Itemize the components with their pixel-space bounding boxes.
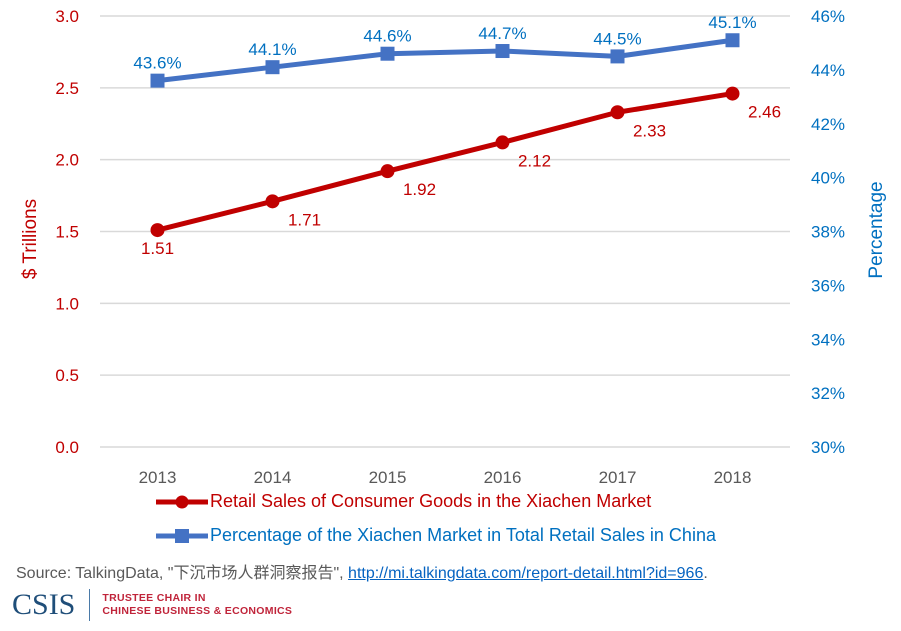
right-tick-label: 36%	[811, 276, 845, 295]
source-prefix: Source: TalkingData, "下沉市场人群洞察报告",	[16, 565, 349, 582]
percentage-marker	[265, 60, 280, 75]
percentage-data-label: 44.1%	[248, 40, 296, 59]
percentage-data-label: 44.5%	[593, 29, 641, 48]
percentage-data-label: 45.1%	[708, 13, 756, 32]
retail-sales-data-label: 2.33	[633, 121, 666, 140]
retail-sales-marker	[265, 194, 280, 209]
retail-sales-series-line	[156, 91, 733, 233]
percentage-marker	[495, 44, 510, 59]
series-layer: 43.6% 44.1% 44.6% 44.7% 44.5% 45.1% 1.51 1.71 1.…	[133, 13, 781, 258]
left-tick-label: 2.5	[55, 79, 79, 98]
retail-sales-marker	[150, 223, 165, 238]
left-tick-label: 2.0	[55, 151, 79, 170]
percentage-data-label: 44.7%	[478, 24, 526, 43]
legend-label: Percentage of the Xiachen Market in Tota…	[210, 525, 716, 545]
chart: 0.0 0.5 1.0 1.5 2.0 2.5 3.0 30% 32% 34% 36% 38% 40%…	[20, 7, 887, 487]
retail-sales-marker	[380, 164, 395, 179]
x-tick-label: 2018	[714, 468, 752, 487]
percentage-series-line	[157, 37, 733, 84]
legend-label: Retail Sales of Consumer Goods in the Xi…	[210, 491, 652, 511]
right-tick-label: 30%	[811, 438, 845, 457]
source-note: Source: TalkingData, "下沉市场人群洞察报告", http:…	[16, 559, 708, 583]
legend-item-percentage[interactable]: Percentage of the Xiachen Market in Tota…	[156, 525, 716, 546]
left-tick-label: 3.0	[55, 7, 79, 26]
right-tick-label: 40%	[811, 169, 845, 188]
x-tick-label: 2015	[369, 468, 407, 487]
percentage-data-label: 43.6%	[133, 54, 181, 73]
right-tick-label: 34%	[811, 330, 845, 349]
left-axis-ticks: 0.0 0.5 1.0 1.5 2.0 2.5 3.0	[55, 7, 79, 457]
right-axis-title: Percentage	[866, 181, 887, 278]
retail-sales-data-label: 1.92	[403, 180, 436, 199]
retail-sales-data-label: 1.71	[288, 210, 321, 229]
logo-divider	[89, 589, 91, 621]
x-tick-label: 2017	[599, 468, 637, 487]
legend-item-retail-sales[interactable]: Retail Sales of Consumer Goods in the Xi…	[156, 491, 651, 512]
x-tick-label: 2016	[484, 468, 522, 487]
left-tick-label: 1.0	[55, 294, 79, 313]
legend-circle-marker-icon	[156, 495, 208, 508]
logo-mark: CSIS	[12, 588, 76, 621]
percentage-data-label: 44.6%	[363, 27, 411, 46]
retail-sales-marker	[495, 135, 510, 150]
left-tick-label: 0.5	[55, 366, 79, 385]
right-tick-label: 46%	[811, 7, 845, 26]
right-tick-label: 32%	[811, 384, 845, 403]
percentage-marker	[150, 73, 165, 88]
percentage-marker	[725, 33, 740, 48]
x-tick-label: 2014	[254, 468, 292, 487]
retail-sales-marker	[610, 105, 625, 120]
x-tick-label: 2013	[139, 468, 177, 487]
right-tick-label: 38%	[811, 223, 845, 242]
percentage-marker	[380, 46, 395, 61]
csis-logo: CSIS TRUSTEE CHAIR IN CHINESE BUSINESS &…	[12, 589, 292, 621]
legend-square-marker-icon	[156, 528, 208, 543]
right-tick-label: 42%	[811, 115, 845, 134]
retail-sales-data-label: 2.12	[518, 151, 551, 170]
retail-sales-marker	[725, 86, 740, 101]
logo-line-1: TRUSTEE CHAIR IN	[102, 592, 206, 604]
source-suffix: .	[703, 565, 708, 582]
retail-sales-data-label: 1.51	[141, 239, 174, 258]
source-link[interactable]: http://mi.talkingdata.com/report-detail.…	[348, 565, 704, 582]
retail-sales-data-label: 2.46	[748, 103, 781, 122]
gridlines	[100, 15, 790, 448]
logo-line-2: CHINESE BUSINESS & ECONOMICS	[102, 605, 293, 617]
logo-text: TRUSTEE CHAIR IN CHINESE BUSINESS & ECON…	[102, 592, 292, 618]
right-axis-ticks: 30% 32% 34% 36% 38% 40% 42% 44% 46%	[811, 7, 845, 457]
left-tick-label: 0.0	[55, 438, 79, 457]
left-tick-label: 1.5	[55, 223, 79, 242]
left-axis-title: $ Trillions	[20, 199, 41, 279]
right-tick-label: 44%	[811, 61, 845, 80]
percentage-marker	[610, 49, 625, 64]
x-axis-ticks: 2013 2014 2015 2016 2017 2018	[139, 468, 752, 487]
